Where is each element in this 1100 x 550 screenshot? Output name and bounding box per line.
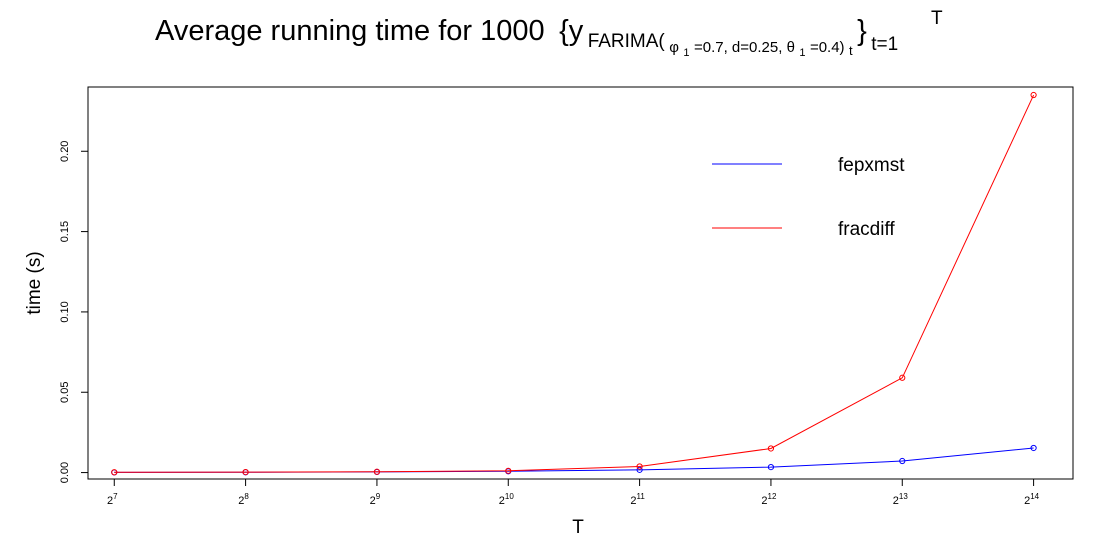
y-tick-label: 0.20	[59, 141, 71, 162]
x-tick-label: 211	[630, 492, 645, 507]
x-tick-label: 27	[107, 492, 118, 507]
series-layer	[111, 91, 1037, 476]
y-axis-label: time (s)	[24, 251, 45, 314]
series-point-fepxmst	[767, 464, 775, 471]
title-sub-range: t=1	[871, 34, 898, 55]
y-tick-label: 0.10	[59, 301, 71, 322]
x-axis-label: T	[572, 517, 584, 538]
series-point-fracdiff	[373, 468, 381, 475]
title-params-end: =0.4)	[810, 39, 845, 56]
title-sub-model: FARIMA(	[588, 31, 666, 52]
title-theta: θ	[787, 39, 795, 56]
series-point-fepxmst	[1030, 444, 1037, 452]
y-tick-label: 0.15	[59, 221, 71, 242]
series-point-fepxmst	[899, 457, 906, 465]
series-point-fracdiff	[1030, 91, 1037, 99]
y-tick-label: 0.00	[59, 462, 71, 483]
title-params-mid: =0.7, d=0.25,	[694, 39, 787, 56]
y-axis: 0.00 0.05 0.10 0.15 0.20	[59, 141, 88, 483]
x-axis: 27 28 29 210 211 212 213 214	[107, 479, 1040, 507]
series-point-fracdiff	[636, 463, 643, 470]
x-tick-label: 212	[761, 492, 777, 507]
title-brace-close: }	[857, 15, 867, 47]
title-main: Average running time for 1000	[155, 15, 545, 47]
title-phi-sub: 1	[683, 47, 689, 59]
legend-label-fepxmst: fepxmst	[838, 155, 905, 176]
title-t-sub: t	[849, 43, 853, 58]
legend: fepxmst fracdiff	[712, 155, 905, 240]
series-point-fracdiff	[767, 445, 775, 452]
series-point-fracdiff	[111, 469, 118, 476]
chart-title: Average running time for 1000 {y FARIMA(…	[155, 15, 898, 60]
series-line-fracdiff	[114, 94, 1035, 473]
series-point-fracdiff	[242, 468, 249, 476]
series-point-fepxmst	[636, 466, 643, 473]
x-tick-label: 28	[238, 492, 249, 507]
y-tick-label: 0.05	[59, 382, 71, 403]
x-tick-label: 210	[499, 492, 515, 507]
series-point-fracdiff	[899, 374, 906, 381]
title-phi: φ	[669, 39, 679, 56]
title-brace-open: {y	[559, 15, 584, 47]
x-tick-label: 29	[370, 492, 381, 507]
x-tick-label: 214	[1024, 492, 1040, 507]
x-tick-label: 213	[893, 492, 909, 507]
legend-label-fracdiff: fracdiff	[838, 219, 895, 240]
plot-frame	[87, 86, 1074, 480]
title-sup-T: T	[931, 8, 943, 29]
series-point-fracdiff	[505, 467, 512, 474]
title-theta-sub: 1	[799, 47, 805, 59]
